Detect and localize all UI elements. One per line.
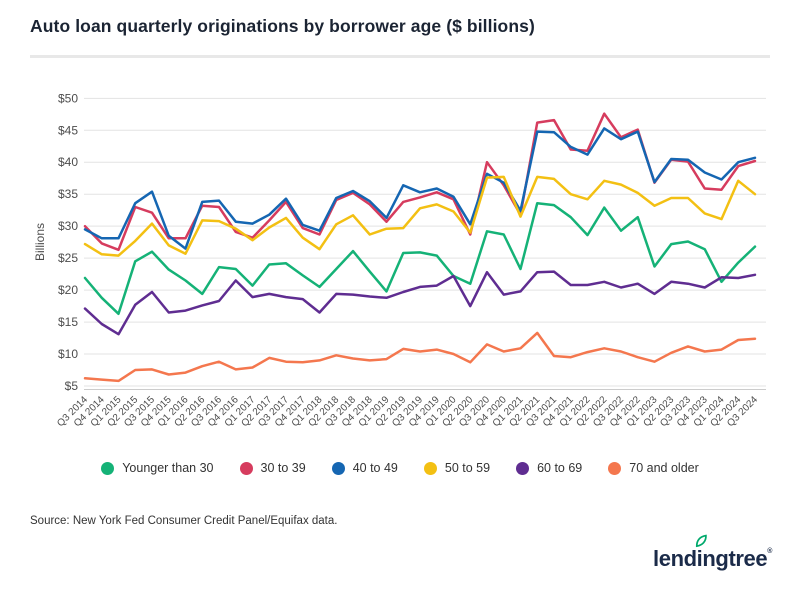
series-line-40-to-49 (83, 127, 757, 250)
y-tick-label: $5 (65, 379, 79, 393)
lendingtree-logo: lend ingtree® (653, 534, 772, 572)
legend-dot-icon (608, 461, 622, 475)
legend-item-70-and-older: 70 and older (608, 461, 699, 475)
chart-legend: Younger than 30 30 to 39 40 to 49 50 to 59 6… (0, 453, 800, 483)
series-line-60-to-69 (83, 270, 757, 336)
logo-text-ngtree: ngtree (702, 546, 768, 571)
logo-trademark: ® (767, 548, 772, 555)
chart-title: Auto loan quarterly originations by borr… (30, 16, 535, 36)
legend-dot-icon (331, 461, 345, 475)
line-chart: $5$10$15$20$25$30$35$40$45$50BillionsQ3 … (33, 91, 766, 429)
y-tick-label: $50 (58, 91, 78, 105)
logo-text-i: i (696, 546, 703, 571)
legend-item-40-to-49: 40 to 49 (331, 461, 398, 475)
y-tick-label: $45 (58, 123, 78, 137)
y-tick-label: $35 (58, 187, 78, 201)
y-tick-label: $20 (58, 283, 78, 297)
legend-item-50-to-59: 50 to 59 (423, 461, 491, 475)
y-axis-title: Billions (33, 223, 47, 261)
legend-dot-icon (239, 461, 253, 475)
y-tick-label: $40 (58, 155, 78, 169)
legend-dot-icon (101, 461, 115, 475)
source-note: Source: New York Fed Consumer Credit Pan… (30, 515, 338, 527)
legend-dot-icon (423, 461, 437, 475)
legend-item-younger-than-30: Younger than 30 (101, 461, 214, 475)
series-line-70-and-older (83, 331, 757, 383)
logo-text-lend: lend (653, 546, 697, 571)
legend-item-30-to-39: 30 to 39 (239, 461, 306, 475)
y-tick-label: $15 (58, 315, 78, 329)
legend-label: Younger than 30 (122, 461, 214, 475)
series-line-50-to-59 (83, 175, 757, 257)
legend-label: 30 to 39 (260, 461, 306, 475)
legend-label: 40 to 49 (352, 461, 398, 475)
legend-item-60-to-69: 60 to 69 (516, 461, 582, 475)
legend-label: 60 to 69 (537, 461, 583, 475)
series-line-younger-than-30 (83, 201, 757, 316)
y-tick-label: $25 (58, 251, 78, 265)
title-divider (30, 55, 770, 58)
legend-label: 70 and older (629, 461, 699, 475)
y-tick-label: $10 (58, 347, 78, 361)
legend-dot-icon (516, 461, 530, 475)
leaf-icon (695, 534, 707, 548)
y-tick-label: $30 (58, 219, 78, 233)
legend-label: 50 to 59 (444, 461, 491, 475)
